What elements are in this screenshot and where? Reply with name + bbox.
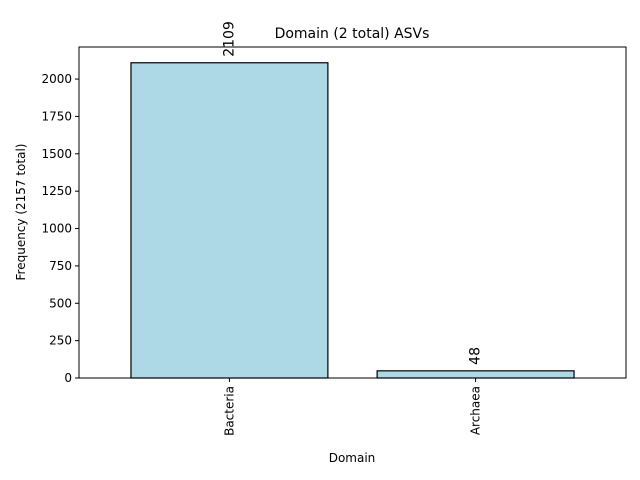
x-axis: Bacteria Archaea <box>222 378 483 436</box>
bar-bacteria <box>130 62 329 379</box>
y-axis-label: Frequency (2157 total) <box>14 144 28 281</box>
y-tick-label: 0 <box>64 371 72 385</box>
x-axis-label: Domain <box>329 451 376 465</box>
y-tick-label: 2000 <box>41 72 72 86</box>
data-label-archaea: 48 <box>468 347 484 365</box>
y-tick-label: 1500 <box>41 147 72 161</box>
y-tick-label: 1250 <box>41 184 72 198</box>
plot-frame <box>78 46 627 379</box>
x-tick-label-archaea: Archaea <box>469 386 483 435</box>
y-tick-label: 500 <box>49 296 72 310</box>
x-tick-label-bacteria: Bacteria <box>222 386 236 436</box>
data-label-bacteria: 2109 <box>221 21 237 57</box>
chart-title: Domain (2 total) ASVs <box>275 26 430 42</box>
y-axis: 0 250 500 750 1000 1250 1500 1750 2000 <box>41 72 79 385</box>
y-tick-label: 1000 <box>41 222 72 236</box>
bars-layer: 2109 48 <box>130 21 575 379</box>
y-tick-label: 1750 <box>41 109 72 123</box>
y-tick-label: 750 <box>49 259 72 273</box>
y-tick-label: 250 <box>49 334 72 348</box>
bar-archaea <box>376 370 575 379</box>
